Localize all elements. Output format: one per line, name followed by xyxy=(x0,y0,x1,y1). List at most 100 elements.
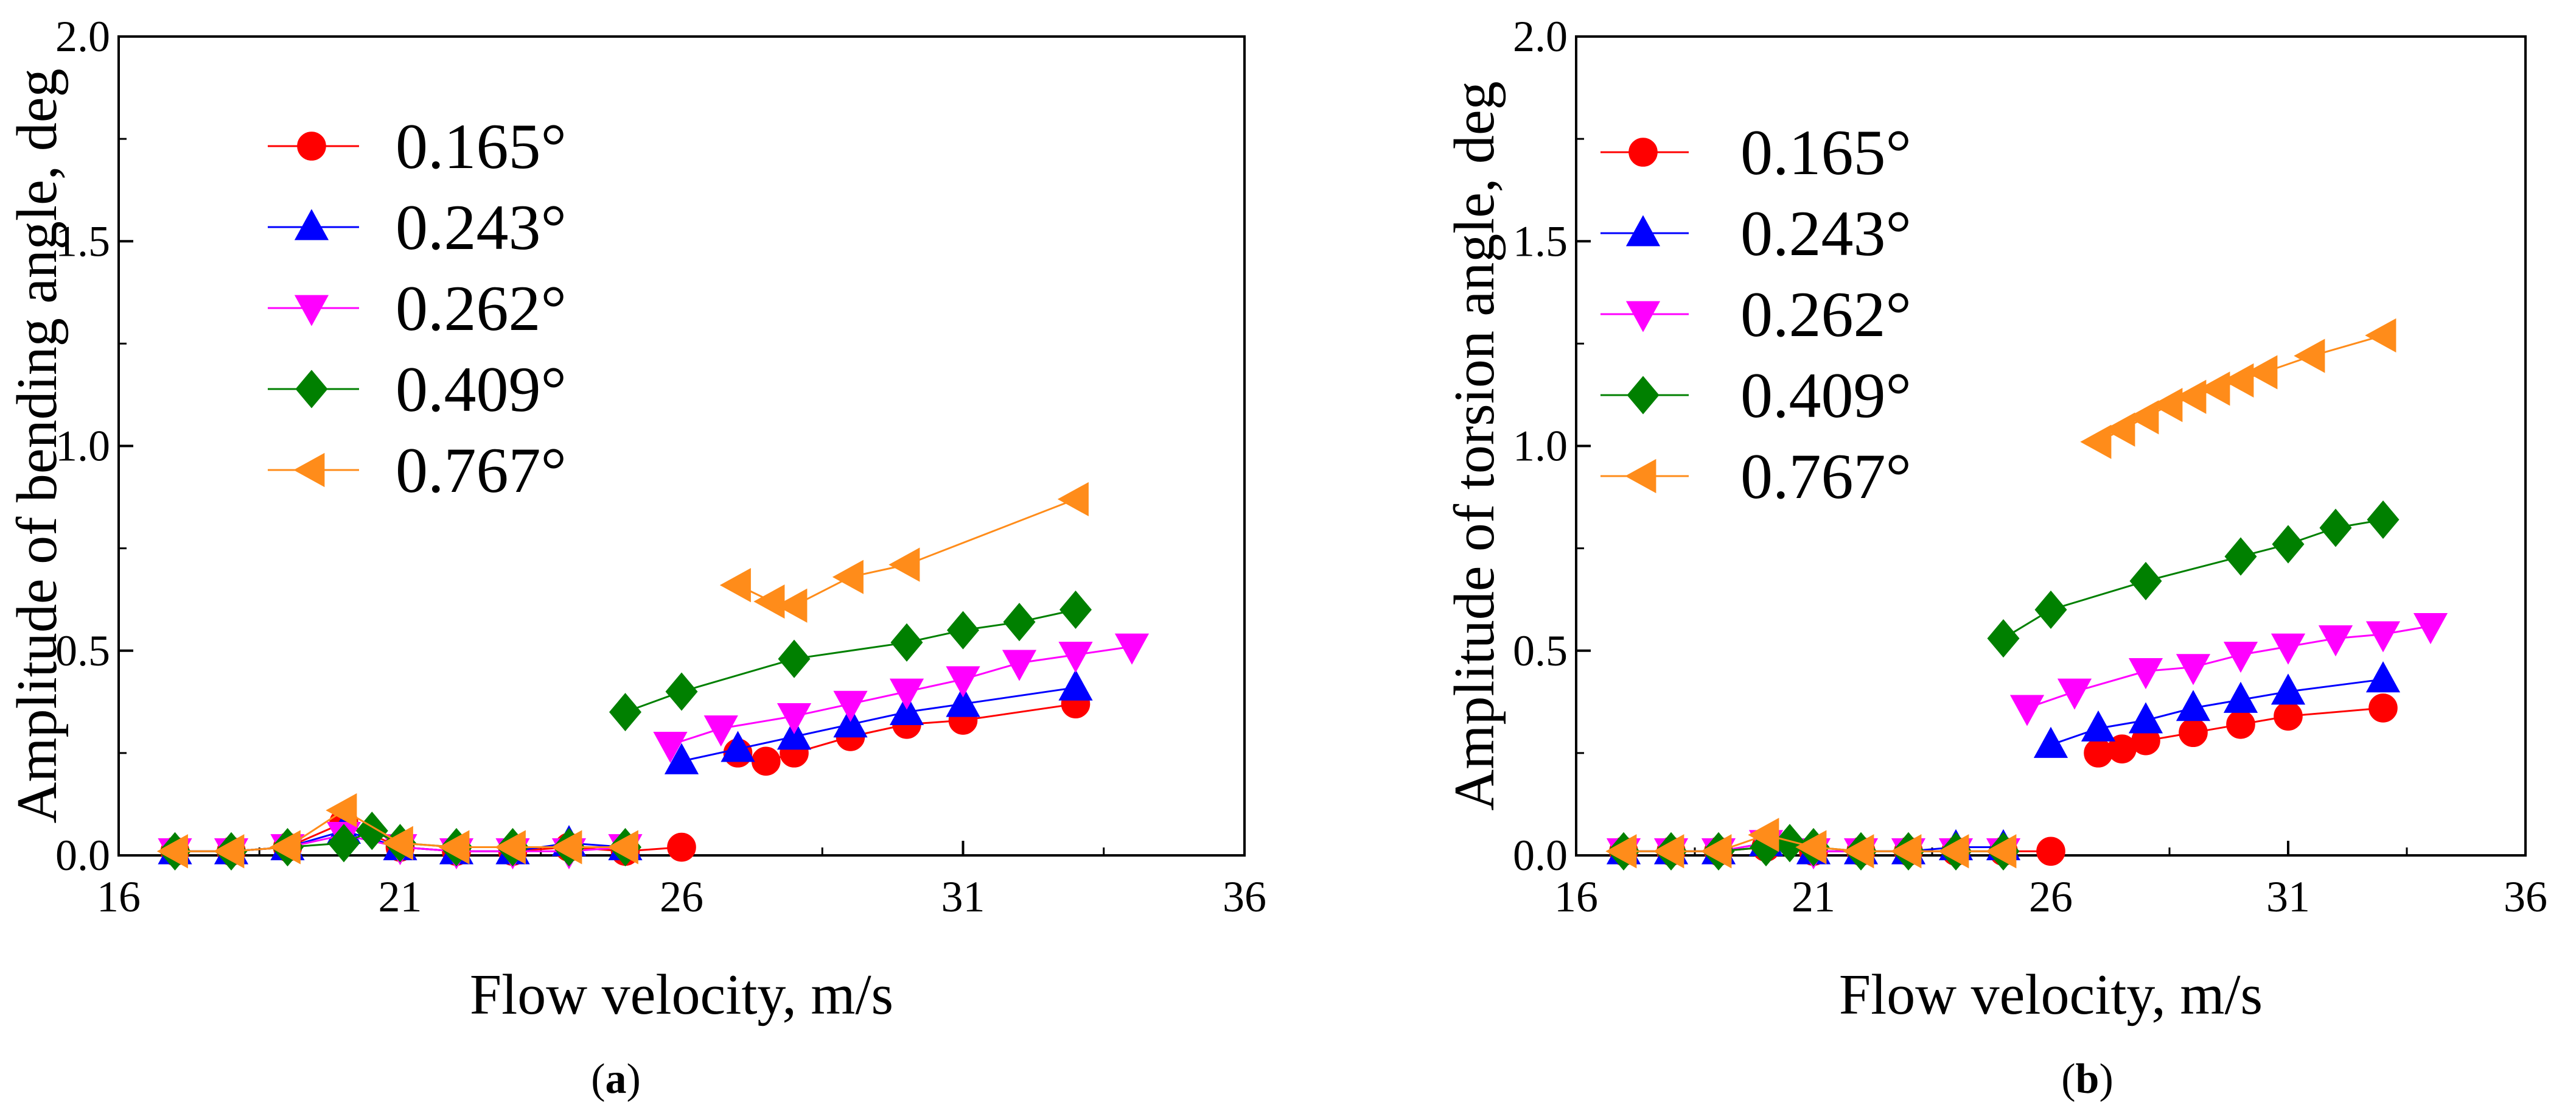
data-point xyxy=(1057,482,1089,517)
data-point xyxy=(551,830,582,865)
legend-label: 0.767° xyxy=(1740,441,1911,512)
data-point xyxy=(1938,834,1969,869)
data-point xyxy=(889,678,924,710)
data-point xyxy=(607,830,638,865)
data-point xyxy=(1700,834,1732,869)
data-point xyxy=(2246,355,2278,390)
legend-label: 0.243° xyxy=(1740,198,1911,269)
data-point xyxy=(2176,654,2211,686)
data-point xyxy=(889,693,924,726)
data-point xyxy=(609,693,642,732)
legend-label: 0.409° xyxy=(1740,360,1911,431)
data-point xyxy=(1058,669,1093,701)
y-tick-label: 0.5 xyxy=(55,626,110,675)
data-point xyxy=(2222,363,2254,398)
data-point xyxy=(833,706,868,738)
data-point xyxy=(2128,702,2163,734)
caption-letter: b xyxy=(2076,1056,2100,1103)
data-point xyxy=(778,639,811,678)
data-point xyxy=(2271,673,2306,705)
chart-panel-b: 16 21 26 31 36 0.0 0.5 1.0 1.5 2.0 Flow velocity, … xyxy=(1443,12,2547,1103)
x-tick-label: 26 xyxy=(2029,872,2073,921)
legend-label: 0.262° xyxy=(1740,279,1911,350)
caption-paren: ( xyxy=(2061,1056,2075,1103)
data-point xyxy=(890,623,923,662)
legend-label: 0.165° xyxy=(396,111,567,182)
data-point xyxy=(2224,537,2257,576)
x-axis-label: Flow velocity, m/s xyxy=(470,963,893,1026)
data-point xyxy=(2057,678,2092,710)
caption-letter: a xyxy=(606,1056,627,1103)
data-point xyxy=(327,824,360,863)
data-point xyxy=(777,703,812,735)
y-tick-label: 1.0 xyxy=(1513,422,1568,471)
data-point xyxy=(888,547,920,582)
y-axis-label: Amplitude of bending angle, deg xyxy=(5,69,69,824)
data-point xyxy=(777,718,812,750)
data-point xyxy=(2176,690,2211,721)
data-point xyxy=(2271,633,2306,665)
data-point xyxy=(2223,681,2258,713)
data-point xyxy=(326,793,357,828)
caption-paren: ( xyxy=(591,1056,605,1103)
data-point xyxy=(494,830,526,865)
legend: 0.165° 0.243° 0.262° 0.409° 0.767° xyxy=(1600,117,1911,512)
data-point xyxy=(833,690,868,722)
legend-label: 0.165° xyxy=(1740,117,1911,188)
data-point xyxy=(2034,590,2067,630)
data-point xyxy=(2199,371,2230,406)
data-point xyxy=(1795,830,1827,865)
x-tick-label: 26 xyxy=(660,872,703,921)
data-point xyxy=(946,666,980,698)
data-point xyxy=(2226,710,2255,739)
x-tick-label: 16 xyxy=(1554,872,1598,921)
legend-label: 0.409° xyxy=(396,354,567,425)
data-point xyxy=(2033,726,2068,758)
y-tick-label: 2.0 xyxy=(1513,12,1568,61)
data-point xyxy=(703,715,738,747)
legend-label: 0.767° xyxy=(396,435,567,506)
data-point xyxy=(2367,500,2400,539)
legend-marker xyxy=(294,209,329,240)
legend-marker xyxy=(294,295,329,326)
legend-marker xyxy=(1625,215,1661,247)
data-point xyxy=(653,732,688,763)
series-0.262° xyxy=(158,633,1150,869)
series-line xyxy=(2003,519,2384,639)
data-point xyxy=(2368,693,2398,723)
legend: 0.165° 0.243° 0.262° 0.409° 0.767° xyxy=(268,111,567,506)
data-point xyxy=(2104,412,2135,447)
data-point xyxy=(2319,508,2352,547)
data-point xyxy=(776,588,808,623)
data-point xyxy=(665,672,698,711)
panel-caption: (b) xyxy=(2061,1056,2114,1103)
data-point xyxy=(213,834,245,869)
data-point xyxy=(751,746,781,776)
data-point xyxy=(2151,388,2183,423)
data-point xyxy=(2365,661,2401,693)
legend-label: 0.262° xyxy=(396,273,567,344)
panel-caption: (a) xyxy=(591,1056,641,1103)
series-line xyxy=(2026,625,2431,709)
legend-marker xyxy=(1627,376,1660,415)
x-tick-label: 36 xyxy=(1223,872,1266,921)
caption-paren: ) xyxy=(627,1056,641,1103)
x-tick-label: 31 xyxy=(941,872,985,921)
data-point xyxy=(2318,625,2353,657)
y-tick-label: 2.0 xyxy=(55,12,110,61)
series-0.767° xyxy=(1605,318,2396,869)
data-point xyxy=(719,568,751,603)
chart-panel-a: 16 21 26 31 36 0.0 0.5 1.0 1.5 2.0 Flow velocity, … xyxy=(5,12,1266,1103)
data-point xyxy=(1059,590,1092,630)
legend-marker xyxy=(1625,301,1661,332)
x-axis-label: Flow velocity, m/s xyxy=(1839,963,2263,1026)
x-tick-label: 21 xyxy=(1792,872,1835,921)
data-point xyxy=(2365,318,2396,353)
x-tick-label: 16 xyxy=(97,872,141,921)
legend-marker xyxy=(297,132,326,161)
data-point xyxy=(2365,621,2401,653)
legend-label: 0.243° xyxy=(396,192,567,263)
data-point xyxy=(2274,701,2303,731)
legend-marker xyxy=(293,452,325,488)
